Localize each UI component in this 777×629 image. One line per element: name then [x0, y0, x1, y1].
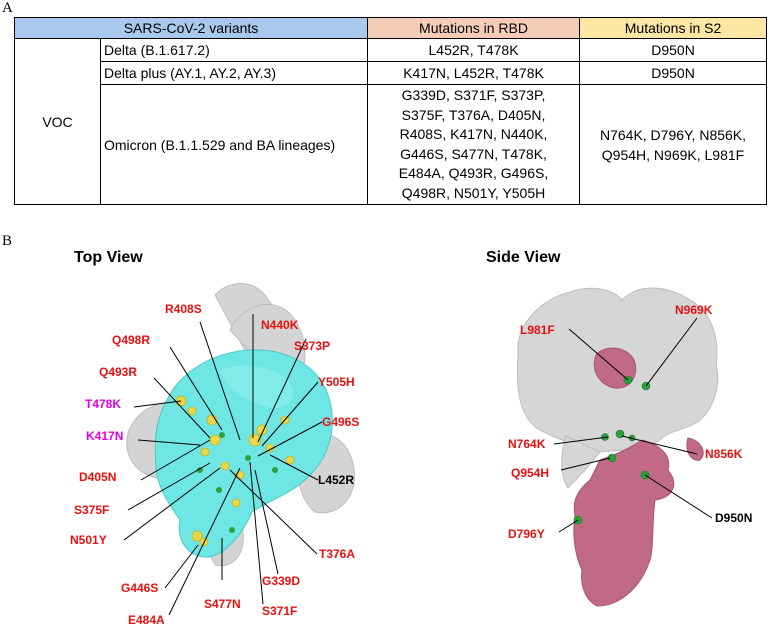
s2-mutations: N764K, D796Y, N856K, Q954H, N969K, L981F — [579, 84, 768, 205]
header-s2: Mutations in S2 — [579, 17, 768, 39]
label-s375f: S375F — [74, 503, 110, 517]
table-row: Delta plus (AY.1, AY.2, AY.3) K417N, L45… — [15, 61, 768, 85]
label-s373p: S373P — [294, 339, 331, 353]
label-t376a: T376A — [319, 547, 356, 561]
label-s477n: S477N — [204, 597, 241, 611]
top-view-leader-lines — [123, 314, 323, 616]
label-n969k: N969K — [675, 303, 713, 317]
label-n440k: N440K — [261, 318, 299, 332]
label-q498r: Q498R — [112, 333, 151, 347]
top-view-title: Top View — [74, 249, 143, 266]
rbd-mutations: G339D, S371F, S373P, S375F, T376A, D405N… — [367, 84, 581, 205]
label-n764k: N764K — [508, 437, 546, 451]
panel-b-letter: B — [2, 233, 13, 249]
rbd-mutations: K417N, L452R, T478K — [367, 61, 581, 85]
variants-table: SARS-CoV-2 variants Mutations in RBD Mut… — [13, 17, 768, 205]
table-header-row: SARS-CoV-2 variants Mutations in RBD Mut… — [13, 17, 768, 39]
label-y505h: Y505H — [318, 375, 355, 389]
label-d950n: D950N — [715, 511, 753, 525]
table-row: VOC Delta (B.1.617.2) L452R, T478K D950N — [14, 38, 768, 205]
label-l981f: L981F — [520, 323, 555, 337]
label-d405n: D405N — [79, 470, 117, 484]
label-q954h: Q954H — [511, 466, 550, 480]
label-d796y: D796Y — [508, 527, 545, 541]
label-q493r: Q493R — [99, 365, 138, 379]
label-n501y: N501Y — [70, 533, 107, 547]
label-l452r: L452R — [318, 473, 355, 487]
label-k417n: K417N — [86, 429, 124, 443]
panel-a-letter: A — [2, 0, 13, 16]
label-g446s: G446S — [121, 581, 159, 595]
side-view-leader-lines — [553, 317, 713, 533]
category-cell: VOC — [14, 38, 101, 205]
variant-name: Omicron (B.1.1.529 and BA lineages) — [99, 84, 369, 205]
table-row: Omicron (B.1.1.529 and BA lineages) G339… — [15, 84, 768, 205]
label-s371f: S371F — [262, 604, 298, 618]
header-variants: SARS-CoV-2 variants — [13, 17, 369, 39]
label-r408s: R408S — [165, 302, 202, 316]
label-g339d: G339D — [262, 574, 301, 588]
variant-name: Delta plus (AY.1, AY.2, AY.3) — [99, 61, 369, 85]
s2-mutations: D950N — [579, 38, 768, 62]
label-n856k: N856K — [705, 447, 743, 461]
label-g496s: G496S — [322, 415, 360, 429]
side-view-structure — [516, 287, 719, 607]
label-e484a: E484A — [128, 613, 165, 627]
header-rbd: Mutations in RBD — [367, 17, 581, 39]
label-t478k: T478K — [85, 397, 122, 411]
side-view-title: Side View — [486, 249, 561, 266]
top-view-structure — [126, 283, 356, 567]
